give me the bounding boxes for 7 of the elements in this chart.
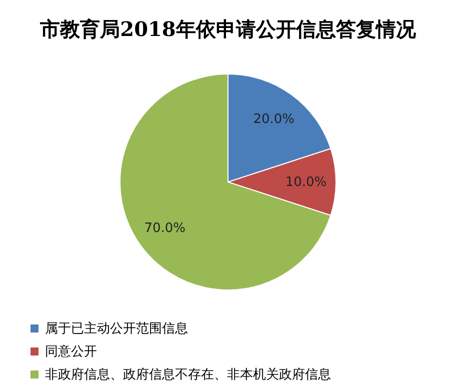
data-label: 70.0% bbox=[144, 220, 186, 236]
legend-label: 非政府信息、政府信息不存在、非本机关政府信息 bbox=[45, 366, 331, 382]
data-label: 20.0% bbox=[253, 112, 295, 127]
legend-label: 属于已主动公开范围信息 bbox=[45, 320, 188, 336]
chart-title: 市教育局2018年依申请公开信息答复情况 bbox=[39, 17, 417, 41]
data-label: 10.0% bbox=[285, 175, 327, 190]
legend-label: 同意公开 bbox=[45, 344, 97, 360]
